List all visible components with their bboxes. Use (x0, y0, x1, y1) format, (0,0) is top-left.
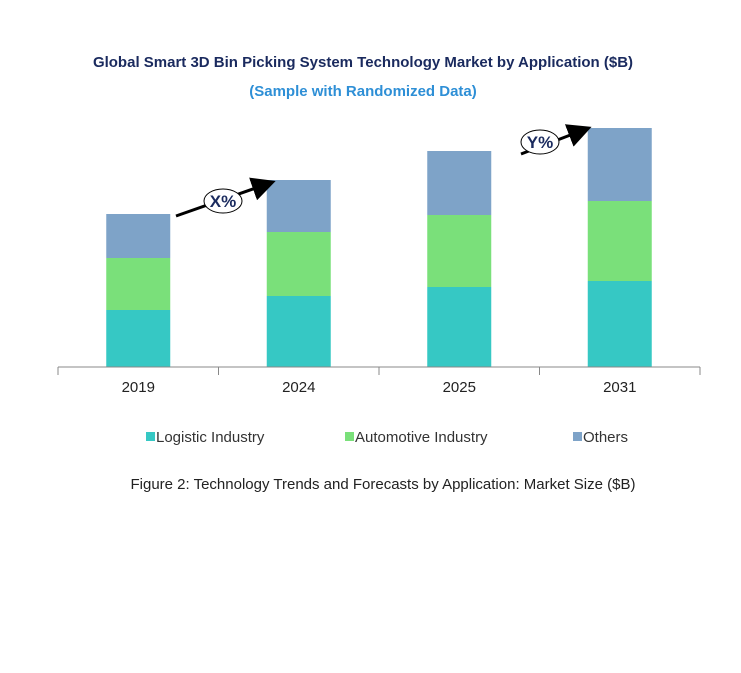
x-tick-label: 2031 (603, 379, 636, 396)
legend-label: Others (583, 429, 628, 446)
bar-automotive-industry-2024 (266, 232, 331, 296)
legend-swatch (146, 432, 155, 441)
legend-label: Logistic Industry (156, 429, 265, 446)
bar-others-2019 (106, 214, 171, 258)
x-tick-label: 2019 (122, 379, 155, 396)
legend-swatch (345, 432, 354, 441)
x-tick-label: 2025 (443, 379, 476, 396)
legend-swatch (573, 432, 582, 441)
annotation-y-label: Y% (527, 133, 553, 152)
bar-others-2025 (427, 151, 492, 215)
bar-logistic-industry-2025 (427, 287, 492, 367)
annotation-y: Y% (520, 124, 592, 156)
bar-others-2024 (266, 180, 331, 232)
bar-automotive-industry-2025 (427, 215, 492, 287)
annotation-x-label: X% (210, 192, 236, 211)
figure-caption: Figure 2: Technology Trends and Forecast… (131, 476, 636, 493)
chart-subtitle: (Sample with Randomized Data) (249, 83, 477, 100)
annotation-x: X% (175, 177, 276, 218)
chart-title: Global Smart 3D Bin Picking System Techn… (93, 54, 633, 71)
bar-automotive-industry-2019 (106, 258, 171, 310)
bar-automotive-industry-2031 (587, 201, 652, 281)
legend-label: Automotive Industry (355, 429, 488, 446)
bar-logistic-industry-2024 (266, 296, 331, 367)
bar-logistic-industry-2031 (587, 281, 652, 367)
bar-others-2031 (587, 128, 652, 201)
bar-logistic-industry-2019 (106, 310, 171, 367)
x-tick-label: 2024 (282, 379, 315, 396)
